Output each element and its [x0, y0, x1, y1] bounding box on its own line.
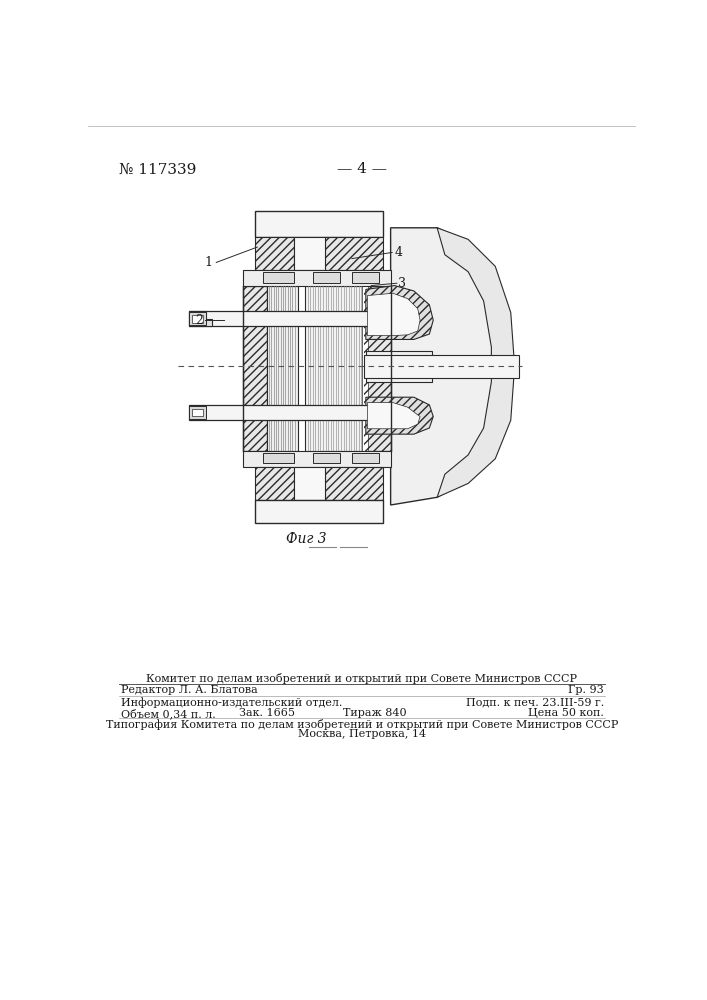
- Bar: [243, 451, 391, 466]
- Text: 4: 4: [395, 246, 402, 259]
- Bar: [363, 286, 391, 451]
- Bar: [192, 315, 203, 323]
- Bar: [325, 237, 383, 270]
- Bar: [255, 237, 293, 270]
- Bar: [255, 466, 293, 500]
- Bar: [255, 500, 383, 523]
- Bar: [255, 466, 293, 500]
- Polygon shape: [391, 228, 503, 505]
- Bar: [263, 272, 293, 283]
- Text: Комитет по делам изобретений и открытий при Совете Министров СССР: Комитет по делам изобретений и открытий …: [146, 673, 578, 684]
- Bar: [305, 286, 363, 451]
- Bar: [189, 311, 375, 326]
- Bar: [363, 355, 518, 378]
- Bar: [243, 270, 391, 286]
- Text: 3: 3: [398, 277, 407, 290]
- Text: Информационно-издательский отдел.: Информационно-издательский отдел.: [121, 698, 342, 708]
- Text: № 117339: № 117339: [119, 162, 197, 176]
- Text: Объем 0,34 п. л.: Объем 0,34 п. л.: [121, 708, 216, 719]
- Bar: [189, 312, 206, 325]
- Text: 2: 2: [195, 314, 203, 327]
- Text: Редактор Л. А. Блатова: Редактор Л. А. Блатова: [121, 685, 257, 695]
- Bar: [267, 286, 298, 451]
- Polygon shape: [366, 286, 433, 339]
- Polygon shape: [368, 293, 420, 336]
- Text: Фиг 3: Фиг 3: [286, 532, 327, 546]
- Bar: [189, 405, 375, 420]
- Text: Цена 50 коп.: Цена 50 коп.: [528, 708, 604, 718]
- Bar: [293, 237, 325, 270]
- Text: Типография Комитета по делам изобретений и открытий при Совете Министров СССР: Типография Комитета по делам изобретений…: [106, 719, 618, 730]
- Bar: [255, 211, 383, 237]
- Text: 1: 1: [204, 256, 212, 269]
- Text: — 4 —: — 4 —: [337, 162, 387, 176]
- Bar: [362, 286, 368, 451]
- Bar: [189, 406, 206, 419]
- Bar: [366, 351, 432, 382]
- Bar: [243, 286, 267, 451]
- Bar: [325, 466, 383, 500]
- Bar: [352, 272, 379, 283]
- Bar: [192, 409, 203, 416]
- Bar: [325, 237, 383, 270]
- Polygon shape: [189, 311, 212, 326]
- Bar: [293, 466, 325, 500]
- Polygon shape: [437, 228, 515, 497]
- Text: Москва, Петровка, 14: Москва, Петровка, 14: [298, 729, 426, 739]
- Bar: [363, 286, 391, 451]
- Bar: [313, 272, 340, 283]
- Polygon shape: [366, 397, 433, 434]
- Text: Подп. к печ. 23.III-59 г.: Подп. к печ. 23.III-59 г.: [465, 698, 604, 708]
- Bar: [263, 453, 293, 463]
- Text: Тираж 840: Тираж 840: [344, 708, 407, 718]
- Bar: [313, 453, 340, 463]
- Bar: [325, 466, 383, 500]
- Polygon shape: [368, 403, 420, 429]
- Bar: [255, 237, 293, 270]
- Text: Гр. 93: Гр. 93: [568, 685, 604, 695]
- Text: Зак. 1665: Зак. 1665: [239, 708, 295, 718]
- Bar: [352, 453, 379, 463]
- Bar: [243, 286, 267, 451]
